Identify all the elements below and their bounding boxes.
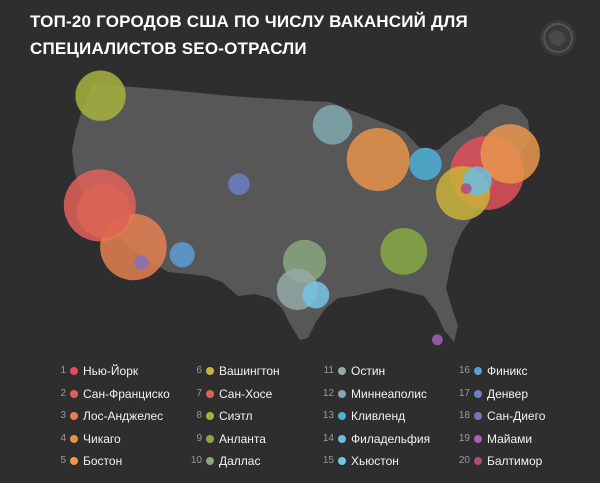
legend-swatch bbox=[70, 434, 78, 443]
legend-item: 13 Кливленд bbox=[322, 409, 406, 423]
legend-swatch bbox=[70, 457, 78, 465]
legend-item: 15 Хьюстон bbox=[322, 454, 399, 468]
legend-swatch bbox=[206, 412, 214, 420]
city-bubble-5 bbox=[480, 124, 540, 184]
title-line-2: СПЕЦИАЛИСТОВ SEO-ОТРАСЛИ bbox=[30, 39, 307, 58]
legend-column-2: 6 Вашингтон 7 Сан-Хосе 8 Сиэтл 9 Анланта 10 Д… bbox=[186, 360, 326, 473]
legend-swatch bbox=[338, 389, 346, 398]
legend-swatch bbox=[338, 367, 346, 375]
legend-swatch bbox=[474, 457, 482, 465]
legend-item: 6 Вашингтон bbox=[196, 364, 280, 378]
legend-item: 1 Нью-Йорк bbox=[60, 364, 139, 378]
legend-swatch bbox=[474, 434, 482, 443]
legend-column-1: 1 Нью-Йорк 2 Сан-Франциско 3 Лос-Анджелес 4… bbox=[50, 360, 190, 473]
city-bubble-15 bbox=[302, 281, 330, 309]
legend-item: 10 Даллас bbox=[190, 454, 261, 468]
legend-item: 7 Сан-Хосе bbox=[196, 386, 273, 401]
city-bubble-12 bbox=[312, 105, 353, 145]
legend-column-3: 11 Остин 12 Миннеаполис 13 Кливленд 14 Филад… bbox=[318, 360, 458, 473]
legend-swatch bbox=[70, 367, 78, 375]
legend-swatch bbox=[338, 434, 346, 443]
title-line-1: ТОП-20 ГОРОДОВ США ПО ЧИСЛУ ВАКАНСИЙ ДЛЯ bbox=[30, 12, 468, 31]
legend-swatch bbox=[206, 367, 214, 375]
legend-swatch bbox=[206, 389, 214, 398]
city-bubble-7 bbox=[76, 184, 131, 238]
legend-item: 2 Сан-Франциско bbox=[60, 386, 170, 401]
legend-item: 18 Сан-Диего bbox=[458, 409, 546, 423]
legend-swatch bbox=[474, 367, 482, 375]
legend-swatch bbox=[70, 389, 78, 398]
legend-swatch bbox=[206, 457, 214, 465]
legend-swatch bbox=[338, 457, 346, 465]
legend-item: 19 Майами bbox=[458, 431, 533, 446]
legend-item: 5 Бостон bbox=[60, 454, 123, 468]
legend-swatch bbox=[474, 412, 482, 420]
city-bubble-4 bbox=[346, 128, 410, 191]
city-bubble-18 bbox=[134, 255, 149, 270]
city-bubble-19 bbox=[432, 334, 443, 346]
legend-item: 20 Балтимор bbox=[458, 454, 543, 468]
legend-item: 9 Анланта bbox=[196, 431, 266, 446]
legend-item: 17 Денвер bbox=[458, 386, 529, 401]
legend: 1 Нью-Йорк 2 Сан-Франциско 3 Лос-Анджелес 4… bbox=[0, 360, 600, 480]
us-mainland-shape bbox=[72, 83, 530, 342]
chart-title: ТОП-20 ГОРОДОВ США ПО ЧИСЛУ ВАКАНСИЙ ДЛЯ… bbox=[30, 8, 530, 62]
legend-item: 14 Филадельфия bbox=[322, 431, 431, 446]
city-bubble-16 bbox=[169, 242, 195, 268]
legend-item: 16 Финикс bbox=[458, 364, 528, 378]
legend-item: 8 Сиэтл bbox=[196, 409, 253, 423]
city-bubble-17 bbox=[228, 173, 250, 195]
legend-swatch bbox=[474, 389, 482, 398]
city-bubble-8 bbox=[75, 70, 126, 121]
legend-column-4: 16 Финикс 17 Денвер 18 Сан-Диего 19 Майами 2… bbox=[454, 360, 594, 473]
legend-item: 3 Лос-Анджелес bbox=[60, 409, 164, 423]
legend-swatch bbox=[338, 412, 346, 420]
legend-swatch bbox=[70, 412, 78, 420]
legend-item: 4 Чикаго bbox=[60, 431, 121, 446]
city-bubble-13 bbox=[409, 147, 442, 181]
city-bubbles bbox=[63, 70, 540, 346]
legend-swatch bbox=[206, 434, 214, 443]
legend-item: 11 Остин bbox=[323, 364, 386, 378]
city-bubble-20 bbox=[460, 183, 472, 195]
city-bubble-9 bbox=[380, 228, 428, 275]
globe-icon bbox=[540, 20, 576, 56]
legend-item: 12 Миннеаполис bbox=[322, 386, 427, 401]
